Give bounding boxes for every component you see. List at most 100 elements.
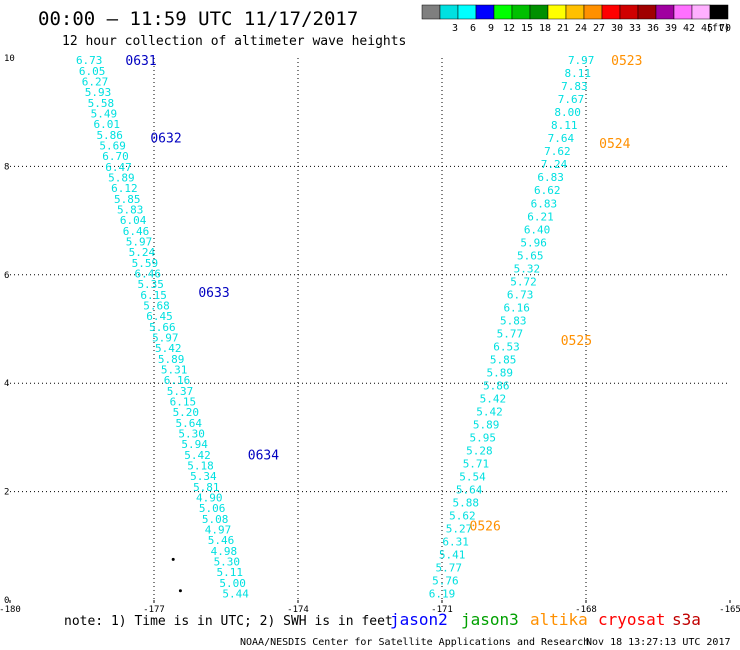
data-point-label: 5.30 — [178, 427, 205, 440]
data-point-label: 7.97 — [568, 54, 595, 67]
x-tick-label: -168 — [575, 605, 597, 615]
scale-swatch — [565, 4, 585, 20]
data-point-label: 5.44 — [222, 587, 249, 600]
data-point-label: 6.40 — [524, 223, 551, 236]
x-tick-label: -177 — [143, 605, 165, 615]
scale-label: 9 — [488, 23, 494, 34]
data-point-label: 5.62 — [449, 509, 476, 522]
data-point-label: 5.89 — [473, 418, 500, 431]
scale-swatch — [709, 4, 729, 20]
legend-entry: jason3 — [461, 610, 519, 629]
data-point-label: 7.64 — [548, 132, 575, 145]
scale-swatch — [583, 4, 603, 20]
data-point-label: 5.34 — [190, 470, 217, 483]
data-point-label: 6.73 — [76, 54, 103, 67]
color-scale: 3 6 9 12 15 18 21 24 27 30 33 36 39 42 45 70 — [421, 4, 731, 34]
data-point-label: 6.15 — [140, 289, 167, 302]
data-point-label: 4.98 — [211, 545, 238, 558]
data-point-label: 5.18 — [187, 459, 214, 472]
data-point-label: 5.97 — [152, 331, 179, 344]
data-point-label: 6.45 — [146, 310, 173, 323]
data-point-label: 5.28 — [466, 444, 493, 457]
data-point-label: 5.97 — [126, 235, 153, 248]
scale-unit-label: (ft) — [706, 23, 730, 34]
data-point-label: 6.83 — [537, 171, 564, 184]
data-point-label: 6.27 — [82, 76, 109, 89]
scale-label: 36 — [647, 23, 659, 34]
data-point-label: 6.62 — [534, 184, 561, 197]
data-point-label: 5.20 — [173, 406, 200, 419]
pass-label: 0631 — [125, 54, 156, 69]
data-point-label: 5.93 — [85, 86, 112, 99]
data-point-label: 5.59 — [132, 257, 159, 270]
data-point-label: 6.46 — [135, 267, 162, 280]
satellite-legend: jason2 jason3 altika cryosat s3a — [390, 610, 701, 629]
data-point-label: 5.77 — [497, 327, 524, 340]
chart-subtitle: 12 hour collection of altimeter wave hei… — [62, 34, 406, 49]
data-point-label: 6.04 — [120, 214, 147, 227]
scale-swatch — [601, 4, 621, 20]
scale-label: 21 — [557, 23, 569, 34]
scale-label: 24 — [575, 23, 587, 34]
scale-label: 27 — [593, 23, 605, 34]
y-tick-label: 0 — [4, 596, 9, 606]
scale-swatch — [457, 4, 477, 20]
data-points: 6.736.056.275.935.585.496.015.865.696.70… — [76, 54, 595, 600]
data-point-label: 7.62 — [544, 145, 571, 158]
scale-swatch — [529, 4, 549, 20]
scale-swatch — [619, 4, 639, 20]
data-point-label: 5.89 — [486, 366, 513, 379]
data-point-label: 5.64 — [456, 483, 483, 496]
y-tick-label: 4 — [4, 379, 9, 389]
data-point-label: 7.67 — [558, 93, 585, 106]
data-point-label: 5.06 — [199, 502, 226, 515]
scale-label: 12 — [503, 23, 515, 34]
data-point-label: 8.11 — [551, 119, 578, 132]
data-point-label: 5.42 — [480, 392, 507, 405]
data-point-label: 6.21 — [527, 210, 554, 223]
pass-label: 0632 — [150, 132, 181, 147]
data-point-label: 5.11 — [216, 566, 243, 579]
data-point-label: 5.64 — [176, 417, 203, 430]
data-point-label: 5.83 — [500, 314, 527, 327]
stray-point — [171, 557, 175, 561]
data-point-label: 5.89 — [158, 353, 185, 366]
data-point-label: 5.69 — [99, 140, 126, 153]
legend-entry: altika — [530, 610, 588, 629]
data-point-label: 5.86 — [96, 129, 123, 142]
data-point-label: 7.24 — [541, 158, 568, 171]
data-point-label: 4.90 — [196, 491, 223, 504]
data-point-label: 5.83 — [117, 203, 144, 216]
scale-swatch — [421, 4, 441, 20]
scale-swatch — [511, 4, 531, 20]
scale-label: 30 — [611, 23, 623, 34]
data-point-label: 5.88 — [453, 496, 480, 509]
data-point-label: 6.01 — [94, 118, 121, 131]
footer-note: note: 1) Time is in UTC; 2) SWH is in fe… — [64, 614, 393, 629]
scale-swatch — [547, 4, 567, 20]
data-point-label: 5.66 — [149, 321, 176, 334]
data-point-label: 6.16 — [503, 301, 530, 314]
scale-label: 6 — [470, 23, 476, 34]
data-point-label: 5.35 — [137, 278, 164, 291]
data-point-label: 6.53 — [493, 340, 520, 353]
data-point-label: 4.97 — [205, 523, 232, 536]
data-point-label: 5.49 — [91, 108, 118, 121]
chart-title: 00:00 – 11:59 UTC 11/17/2017 — [38, 8, 358, 30]
scale-label: 15 — [521, 23, 533, 34]
data-point-label: 8.11 — [565, 67, 592, 80]
data-point-label: 5.89 — [108, 172, 135, 185]
data-point-label: 6.05 — [79, 65, 106, 78]
data-point-label: 5.46 — [208, 534, 235, 547]
y-tick-label: 8 — [4, 162, 9, 172]
stray-point — [178, 589, 182, 593]
data-point-label: 5.95 — [469, 431, 496, 444]
y-tick-label: 2 — [4, 488, 9, 498]
data-point-label: 5.24 — [129, 246, 156, 259]
data-point-label: 5.42 — [476, 405, 503, 418]
scale-label: 33 — [629, 23, 641, 34]
data-point-label: 6.12 — [111, 182, 138, 195]
